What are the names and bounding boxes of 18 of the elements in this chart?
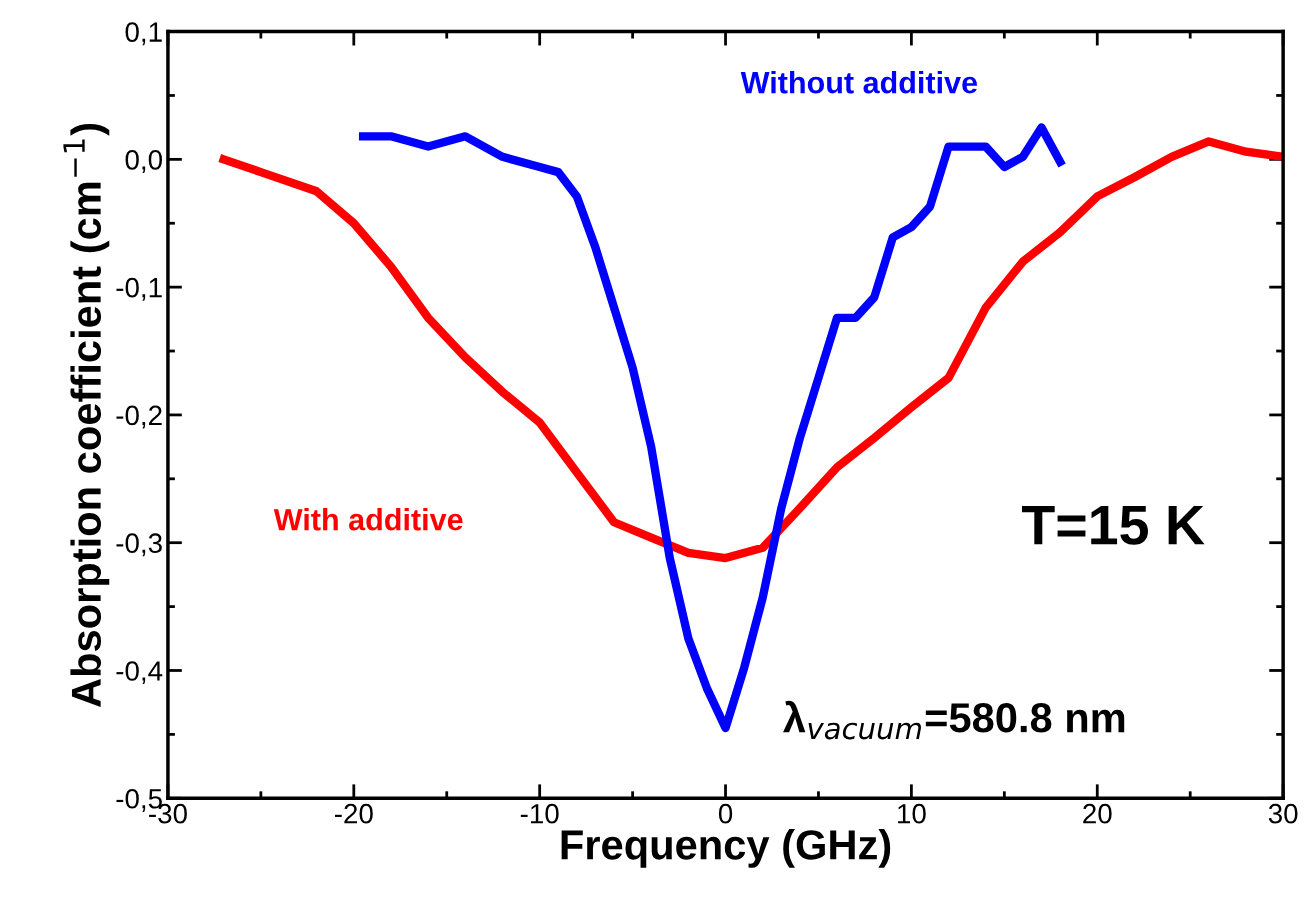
y-tick-label: -0,4 — [116, 661, 163, 685]
x-tick-label: 10 — [898, 803, 926, 824]
x-tick-label: 20 — [1083, 803, 1112, 824]
y-tick-label: 0,0 — [125, 150, 162, 173]
y-tick-label: -0,3 — [116, 533, 162, 557]
annotation: λ$_{vacuum}$=580.8 nm — [783, 700, 1125, 740]
annotation: T=15 K — [1021, 506, 1205, 545]
y-tick-label: -0,1 — [116, 277, 162, 301]
x-tick-label: 0 — [718, 803, 733, 824]
y-tick-label: -0,2 — [116, 405, 162, 429]
x-tick-label: -20 — [334, 803, 373, 824]
y-axis-title: Absorption coefficient (cm$^{−1}$) — [63, 123, 110, 708]
x-axis-title: Frequency (GHz) — [561, 829, 891, 868]
series-label: Without additive — [740, 71, 978, 94]
x-tick-label: 30 — [1268, 803, 1298, 824]
y-tick-label: 0,1 — [125, 22, 162, 46]
text: With additive — [273, 508, 463, 531]
x-tick-label: -10 — [520, 803, 559, 824]
